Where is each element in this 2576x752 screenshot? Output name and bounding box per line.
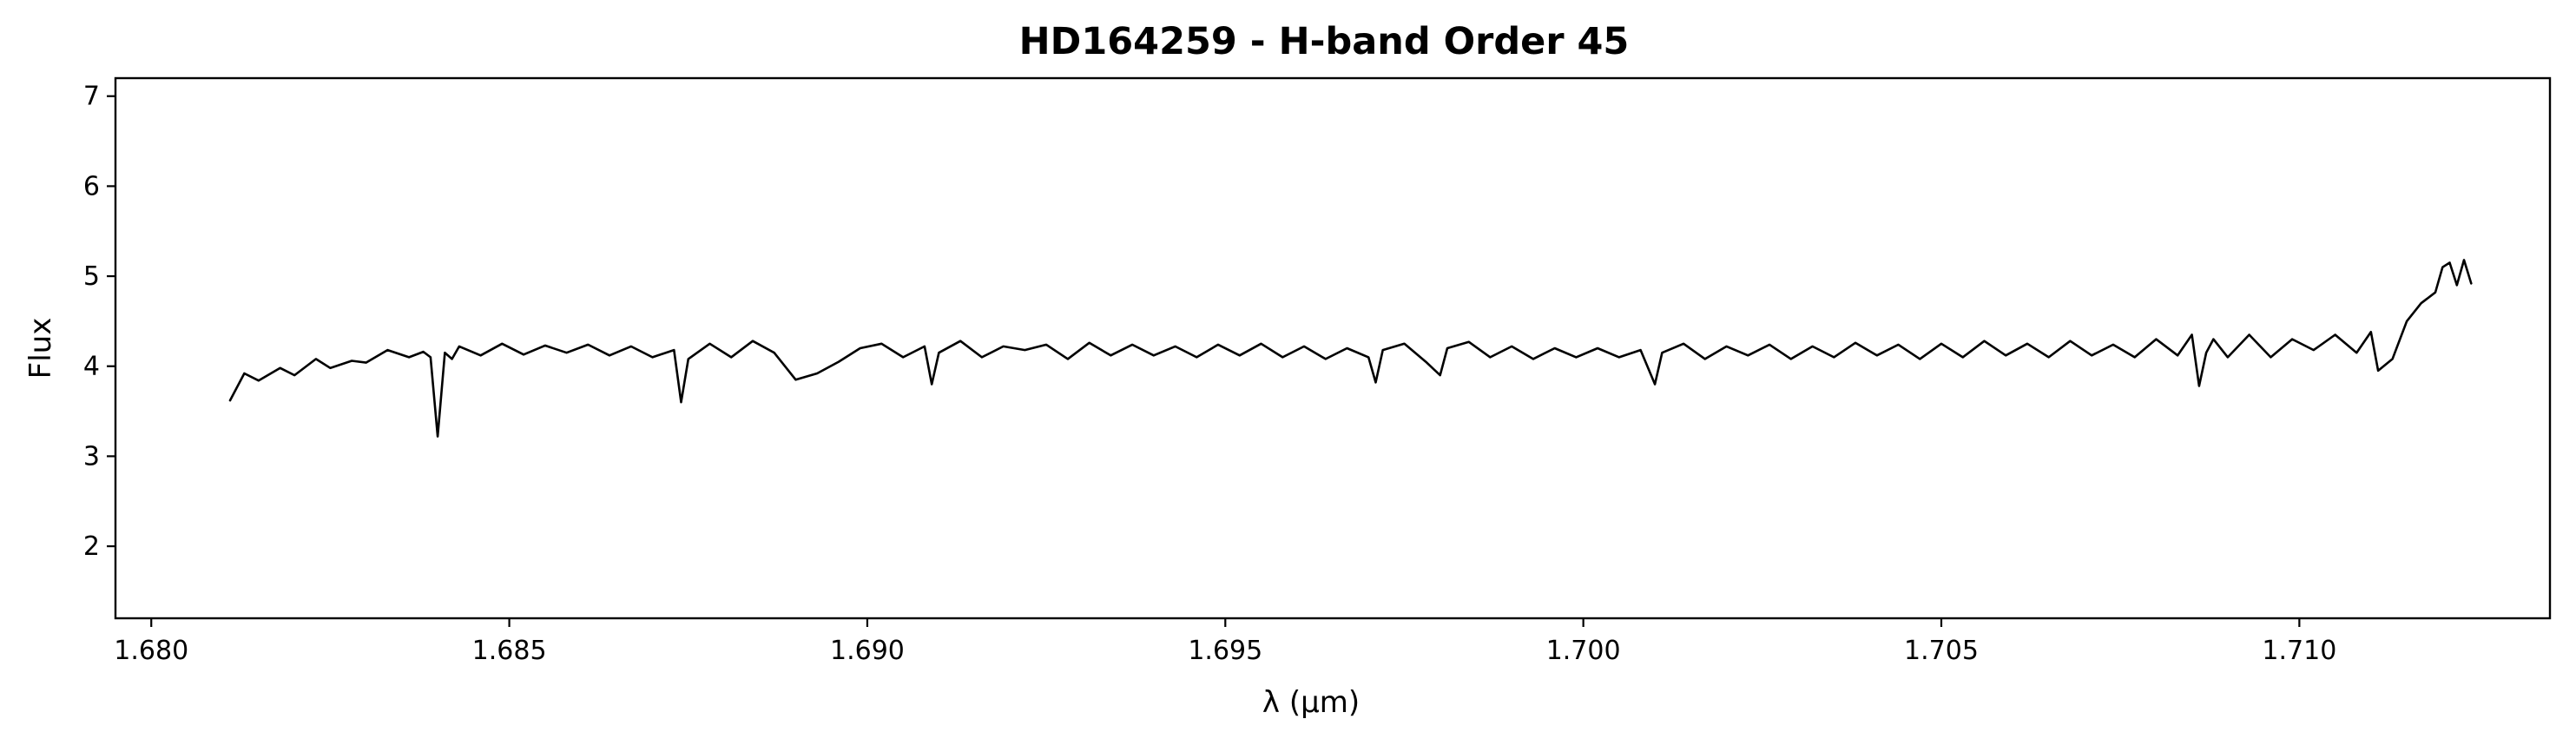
y-tick-label: 6: [83, 171, 100, 201]
chart-title: HD164259 - H-band Order 45: [1019, 20, 1630, 63]
spectrum-line: [228, 259, 2473, 438]
x-tick-label: 1.685: [472, 636, 547, 666]
y-axis-ticks: 2 3 4 5 6 7: [83, 82, 115, 562]
y-tick-label: 4: [83, 352, 100, 382]
x-axis-label: λ (μm): [1262, 685, 1360, 720]
y-tick-label: 5: [83, 261, 100, 292]
x-tick-label: 1.705: [1904, 636, 1979, 666]
x-tick-label: 1.695: [1188, 636, 1262, 666]
x-tick-label: 1.690: [830, 636, 905, 666]
y-tick-label: 7: [83, 82, 100, 112]
x-tick-label: 1.700: [1546, 636, 1621, 666]
plot-series: [228, 259, 2473, 438]
y-tick-label: 2: [83, 531, 100, 562]
y-axis-label: Flux: [23, 318, 58, 379]
x-axis-ticks: 1.680 1.685 1.690 1.695 1.700 1.705 1.710: [114, 618, 2336, 666]
x-tick-label: 1.710: [2262, 636, 2336, 666]
y-tick-label: 3: [83, 441, 100, 472]
x-tick-label: 1.680: [114, 636, 188, 666]
plot-frame: [114, 76, 2552, 620]
